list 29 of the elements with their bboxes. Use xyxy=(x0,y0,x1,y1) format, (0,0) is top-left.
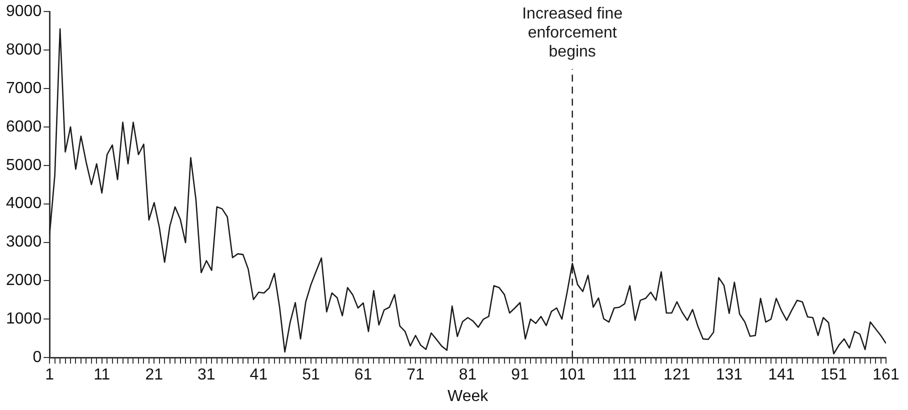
x-tick-label: 131 xyxy=(716,366,743,384)
y-tick-label: 6000 xyxy=(6,118,42,136)
x-tick-label: 31 xyxy=(198,366,216,384)
x-tick-label: 121 xyxy=(664,366,690,384)
x-tick-label: 11 xyxy=(94,366,110,384)
x-tick-label: 111 xyxy=(612,366,637,384)
x-tick-label: 101 xyxy=(558,366,586,384)
y-tick-label: 4000 xyxy=(6,195,42,212)
x-tick-label: 41 xyxy=(250,366,268,384)
x-tick-label: 61 xyxy=(354,366,372,384)
x-axis-title: Week xyxy=(447,388,490,405)
y-tick-label: 5000 xyxy=(6,156,42,174)
x-tick-label: 141 xyxy=(768,366,795,384)
y-tick-label: 9000 xyxy=(6,3,42,20)
y-tick-label: 7000 xyxy=(6,80,42,97)
x-tick-label: 51 xyxy=(302,366,320,384)
y-tick-label: 0 xyxy=(32,349,42,366)
x-tick-label: 81 xyxy=(458,366,477,384)
x-tick-label: 71 xyxy=(406,366,425,384)
ref-line-label: Increased fine enforcement begins xyxy=(522,5,623,60)
x-tick-label: 151 xyxy=(820,366,848,384)
y-tick-label: 3000 xyxy=(6,234,42,251)
x-tick-label: 91 xyxy=(511,366,530,384)
y-tick-label: 8000 xyxy=(6,41,42,58)
y-tick-label: 1000 xyxy=(6,310,42,328)
y-tick-label: 2000 xyxy=(6,272,42,290)
x-tick-label: 1 xyxy=(45,366,54,384)
x-tick-label: 161 xyxy=(872,366,900,384)
x-tick-label: 21 xyxy=(145,366,164,384)
